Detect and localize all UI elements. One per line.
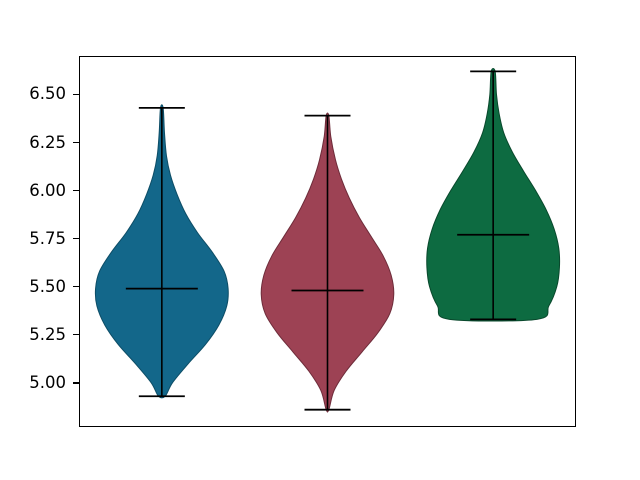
y-tick-label: 5.00 bbox=[29, 372, 66, 392]
axes-frame bbox=[79, 56, 576, 427]
y-tick-mark bbox=[73, 333, 79, 336]
y-tick-label: 6.25 bbox=[29, 132, 66, 152]
y-tick-label: 6.00 bbox=[29, 180, 66, 200]
y-tick-label: 5.25 bbox=[29, 324, 66, 344]
y-tick-mark bbox=[73, 382, 79, 384]
y-tick-mark bbox=[73, 189, 79, 192]
y-tick-label: 5.75 bbox=[29, 228, 66, 248]
y-tick-mark bbox=[73, 93, 79, 96]
y-tick-label: 5.50 bbox=[29, 276, 66, 296]
y-tick-label: 6.50 bbox=[29, 84, 66, 104]
y-tick-mark bbox=[73, 285, 79, 288]
y-tick-mark bbox=[73, 141, 79, 144]
y-tick-mark bbox=[73, 237, 79, 240]
